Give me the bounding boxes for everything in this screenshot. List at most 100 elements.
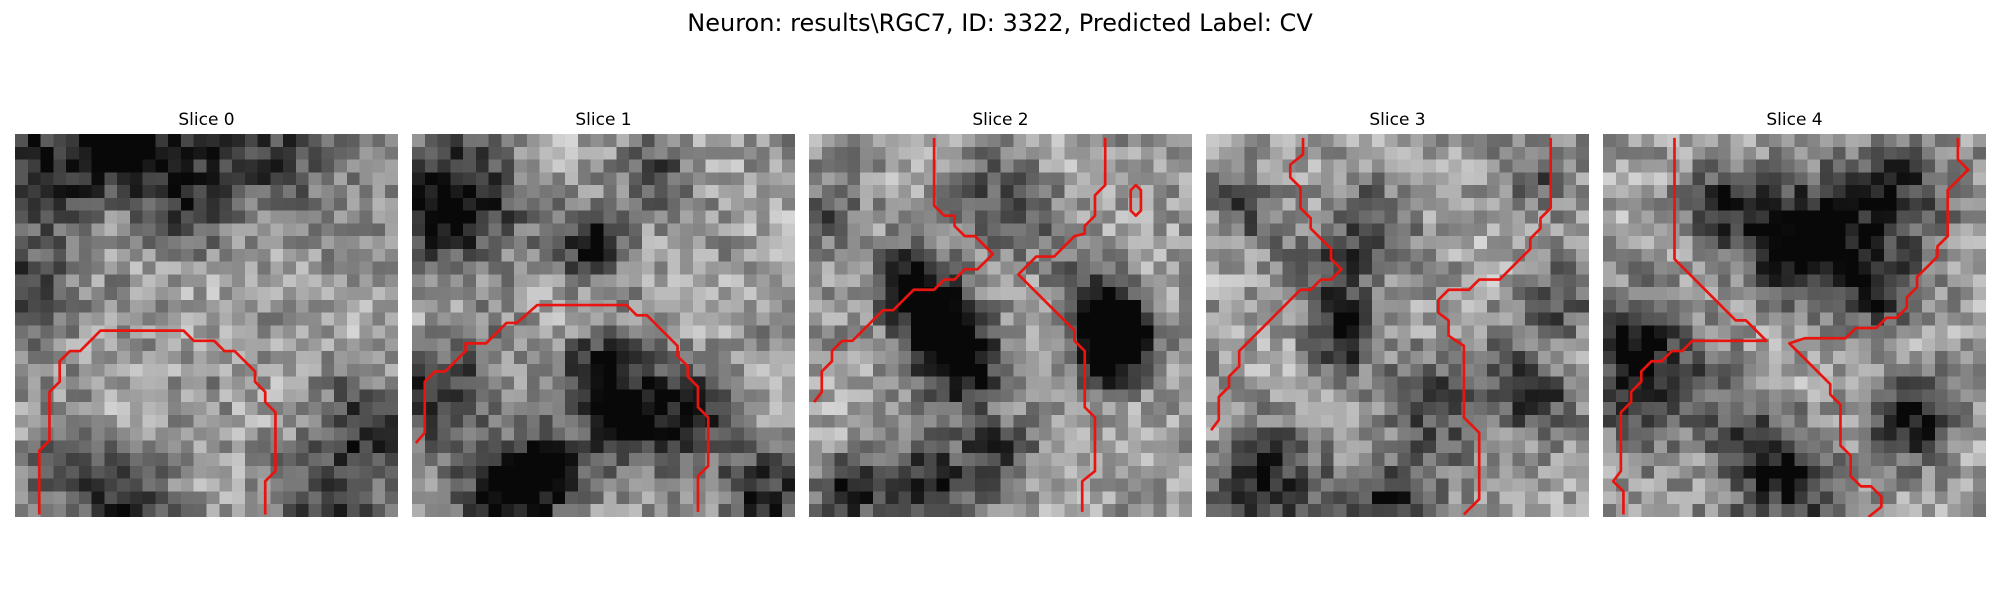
image-pixel	[1321, 287, 1334, 300]
image-pixel	[194, 236, 207, 249]
image-pixel	[501, 134, 514, 147]
image-pixel	[1525, 313, 1538, 326]
image-pixel	[1629, 300, 1642, 313]
image-pixel	[769, 338, 782, 351]
image-pixel	[41, 313, 54, 326]
image-pixel	[616, 134, 629, 147]
image-pixel	[1461, 147, 1474, 160]
image-pixel	[1909, 313, 1922, 326]
image-pixel	[1128, 236, 1141, 249]
image-pixel	[130, 364, 143, 377]
image-pixel	[540, 300, 553, 313]
image-pixel	[1487, 198, 1500, 211]
image-pixel	[718, 172, 731, 185]
image-pixel	[911, 491, 924, 504]
image-pixel	[1680, 236, 1693, 249]
image-pixel	[245, 198, 258, 211]
image-pixel	[1372, 389, 1385, 402]
image-pixel	[886, 160, 899, 173]
image-pixel	[104, 351, 117, 364]
image-pixel	[334, 249, 347, 262]
image-pixel	[450, 389, 463, 402]
image-pixel	[514, 236, 527, 249]
image-pixel	[412, 351, 425, 364]
image-pixel	[309, 274, 322, 287]
image-pixel	[604, 274, 617, 287]
image-pixel	[514, 338, 527, 351]
image-pixel	[92, 453, 105, 466]
image-pixel	[898, 198, 911, 211]
image-pixel	[1782, 134, 1795, 147]
image-pixel	[1090, 428, 1103, 441]
image-pixel	[911, 300, 924, 313]
image-pixel	[629, 147, 642, 160]
image-pixel	[1115, 479, 1128, 492]
image-pixel	[1423, 326, 1436, 339]
image-pixel	[1077, 453, 1090, 466]
image-pixel	[1807, 491, 1820, 504]
image-pixel	[283, 249, 296, 262]
image-pixel	[1449, 440, 1462, 453]
image-pixel	[347, 172, 360, 185]
image-pixel	[412, 326, 425, 339]
image-pixel	[1897, 338, 1910, 351]
image-pixel	[1833, 466, 1846, 479]
image-pixel	[104, 364, 117, 377]
image-pixel	[1769, 236, 1782, 249]
image-pixel	[1090, 415, 1103, 428]
image-pixel	[1948, 377, 1961, 390]
image-pixel	[552, 211, 565, 224]
image-pixel	[1641, 440, 1654, 453]
image-pixel	[1141, 428, 1154, 441]
image-pixel	[1244, 160, 1257, 173]
image-pixel	[514, 211, 527, 224]
image-pixel	[898, 389, 911, 402]
image-pixel	[1385, 504, 1398, 517]
image-pixel	[962, 274, 975, 287]
image-pixel	[1576, 313, 1589, 326]
image-pixel	[334, 300, 347, 313]
image-pixel	[731, 185, 744, 198]
image-pixel	[937, 160, 950, 173]
image-pixel	[1385, 326, 1398, 339]
image-pixel	[616, 249, 629, 262]
image-pixel	[1769, 479, 1782, 492]
image-pixel	[1487, 249, 1500, 262]
image-pixel	[1206, 351, 1219, 364]
image-pixel	[1807, 274, 1820, 287]
image-pixel	[1948, 491, 1961, 504]
image-pixel	[706, 172, 719, 185]
image-pixel	[718, 415, 731, 428]
image-pixel	[334, 428, 347, 441]
image-pixel	[642, 223, 655, 236]
image-pixel	[1538, 415, 1551, 428]
image-pixel	[28, 287, 41, 300]
image-pixel	[1654, 377, 1667, 390]
image-pixel	[1909, 389, 1922, 402]
image-pixel	[552, 428, 565, 441]
image-pixel	[219, 274, 232, 287]
image-pixel	[117, 504, 130, 517]
image-pixel	[988, 198, 1001, 211]
image-pixel	[1385, 491, 1398, 504]
image-pixel	[489, 160, 502, 173]
image-pixel	[527, 453, 540, 466]
image-pixel	[1858, 453, 1871, 466]
image-pixel	[450, 236, 463, 249]
image-pixel	[1179, 185, 1192, 198]
image-pixel	[1359, 262, 1372, 275]
image-pixel	[1680, 428, 1693, 441]
image-pixel	[527, 172, 540, 185]
image-pixel	[1141, 223, 1154, 236]
image-pixel	[1257, 389, 1270, 402]
image-pixel	[604, 300, 617, 313]
image-pixel	[181, 198, 194, 211]
image-pixel	[667, 440, 680, 453]
image-pixel	[822, 313, 835, 326]
image-pixel	[527, 402, 540, 415]
image-pixel	[706, 491, 719, 504]
image-pixel	[744, 389, 757, 402]
image-pixel	[1769, 389, 1782, 402]
image-pixel	[438, 402, 451, 415]
image-pixel	[1576, 223, 1589, 236]
